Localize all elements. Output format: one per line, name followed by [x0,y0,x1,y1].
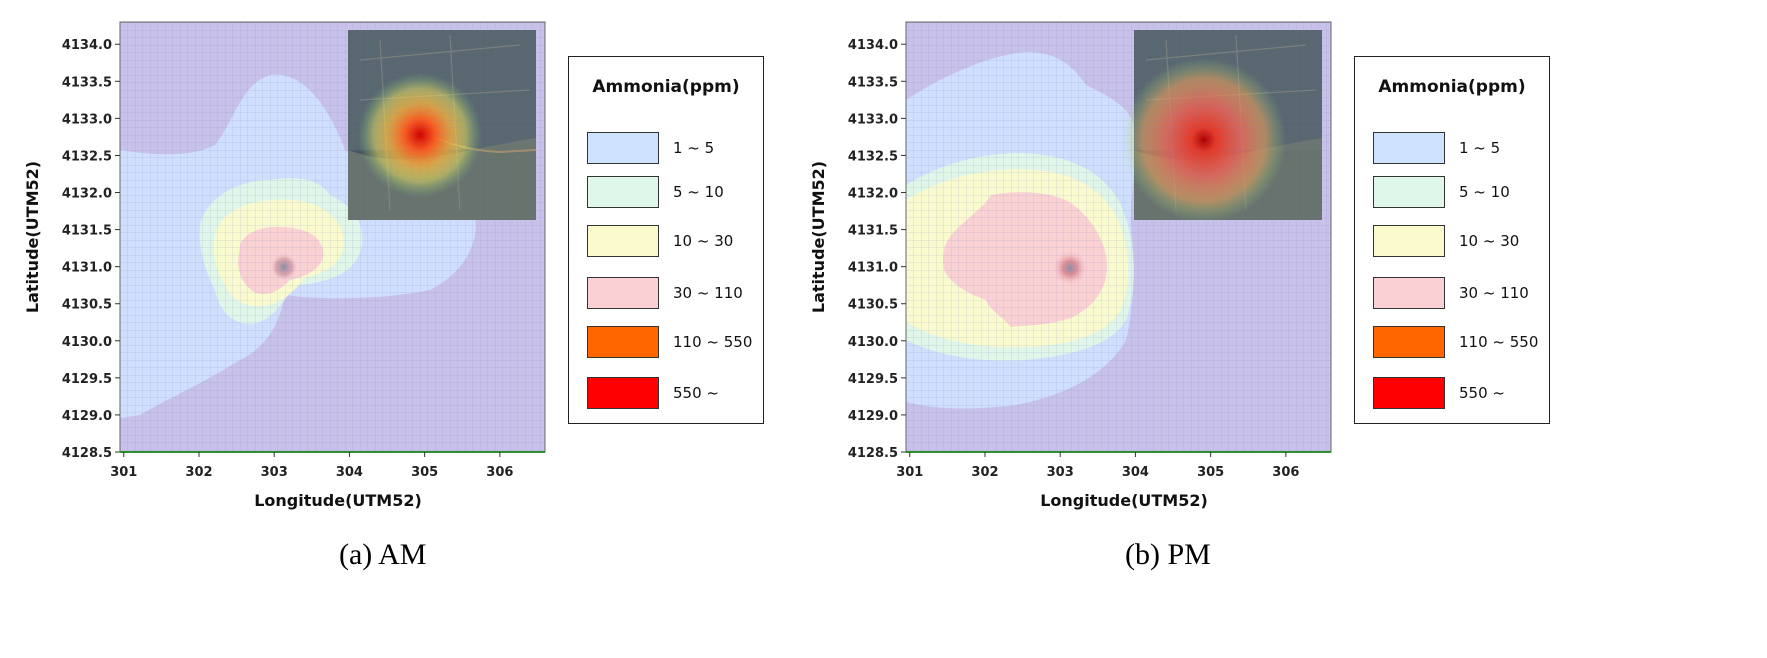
x-tick-label: 304 [1122,465,1149,480]
x-axis-label: Longitude(UTM52) [254,491,422,510]
legend-label: 110 ~ 550 [1459,333,1539,351]
legend-item: 110 ~ 550 [1355,326,1549,360]
y-tick-label: 4133.5 [62,75,112,90]
x-tick-label: 302 [185,465,212,480]
legend-label: 30 ~ 110 [673,284,743,302]
x-axis-label: Longitude(UTM52) [1040,491,1208,510]
axes: 4128.5 4129.0 4129.5 4130.0 4130.5 4131.0 4131… [848,38,1300,480]
y-tick-label: 4129.0 [848,409,898,424]
legend-swatch [587,176,659,208]
y-tick-label: 4130.0 [62,335,112,350]
legend-swatch [1373,132,1445,164]
legend-swatch [587,132,659,164]
y-tick-label: 4132.5 [848,149,898,164]
y-tick-label: 4133.0 [62,112,112,127]
y-tick-label: 4131.5 [62,224,112,239]
legend-label: 1 ~ 5 [673,139,715,157]
legend: Ammonia(ppm) 1 ~ 5 5 ~ 10 10 ~ 30 30 ~ 1… [1354,56,1550,424]
x-tick-label: 306 [486,465,513,480]
legend-label: 550 ~ [1459,384,1505,402]
y-tick-label: 4133.0 [848,112,898,127]
legend-item: 10 ~ 30 [1355,225,1549,259]
x-tick-label: 301 [896,465,923,480]
y-tick-label: 4128.5 [62,446,112,461]
axes: 4128.5 4129.0 4129.5 4130.0 4130.5 4131.0 4131… [62,38,514,480]
y-tick-label: 4130.5 [848,298,898,313]
legend-label: 5 ~ 10 [673,183,724,201]
legend-label: 10 ~ 30 [673,232,734,250]
legend-label: 550 ~ [673,384,719,402]
legend-swatch [587,277,659,309]
satellite-inset [348,30,537,220]
satellite-inset [1122,30,1322,222]
heatmap-chart-pm: 4128.5 4129.0 4129.5 4130.0 4130.5 4131.0 4131… [809,21,1332,510]
legend-item: 30 ~ 110 [569,277,763,311]
x-tick-label: 304 [336,465,363,480]
y-tick-label: 4131.5 [848,224,898,239]
x-tick-label: 303 [261,465,288,480]
x-tick-label: 305 [1197,465,1224,480]
legend-item: 1 ~ 5 [569,132,763,166]
x-tick-label: 306 [1272,465,1299,480]
legend-item: 550 ~ [569,377,763,411]
legend-item: 5 ~ 10 [569,176,763,210]
y-axis-label: Latitude(UTM52) [809,161,828,313]
legend-swatch [1373,377,1445,409]
legend-title: Ammonia(ppm) [1378,77,1526,97]
legend-title: Ammonia(ppm) [592,77,740,97]
x-tick-label: 303 [1047,465,1074,480]
y-tick-label: 4132.0 [62,187,112,202]
y-tick-label: 4128.5 [848,446,898,461]
panel-caption: (a) AM [339,538,427,571]
legend-swatch [587,225,659,257]
legend-label: 5 ~ 10 [1459,183,1510,201]
legend-swatch [587,377,659,409]
legend-swatch [587,326,659,358]
x-tick-label: 301 [110,465,137,480]
y-tick-label: 4131.0 [848,261,898,276]
heatmap-chart-am: 4128.5 4129.0 4129.5 4130.0 4130.5 4131.0 4131… [23,21,546,510]
y-tick-label: 4134.0 [848,38,898,53]
panel-pm: 4128.5 4129.0 4129.5 4130.0 4130.5 4131.0 4131… [786,0,1669,658]
legend-label: 1 ~ 5 [1459,139,1501,157]
x-tick-label: 302 [971,465,998,480]
legend-item: 5 ~ 10 [1355,176,1549,210]
legend-label: 10 ~ 30 [1459,232,1520,250]
legend-swatch [1373,176,1445,208]
legend-swatch [1373,326,1445,358]
legend-item: 10 ~ 30 [569,225,763,259]
legend-swatch [1373,277,1445,309]
y-tick-label: 4134.0 [62,38,112,53]
y-tick-label: 4130.5 [62,298,112,313]
panel-caption: (b) PM [1125,538,1211,571]
x-tick-label: 305 [411,465,438,480]
y-tick-label: 4132.0 [848,187,898,202]
legend-label: 110 ~ 550 [673,333,753,351]
y-tick-label: 4129.5 [62,372,112,387]
y-tick-label: 4129.0 [62,409,112,424]
y-tick-label: 4130.0 [848,335,898,350]
y-axis-label: Latitude(UTM52) [23,161,42,313]
legend-swatch [1373,225,1445,257]
legend: Ammonia(ppm) 1 ~ 5 5 ~ 10 10 ~ 30 30 ~ 1… [568,56,764,424]
legend-item: 110 ~ 550 [569,326,763,360]
legend-item: 1 ~ 5 [1355,132,1549,166]
y-tick-label: 4131.0 [62,261,112,276]
panel-am: 4128.5 4129.0 4129.5 4130.0 4130.5 4131.0 4131… [0,0,883,658]
legend-label: 30 ~ 110 [1459,284,1529,302]
y-tick-label: 4132.5 [62,149,112,164]
y-tick-label: 4129.5 [848,372,898,387]
legend-item: 30 ~ 110 [1355,277,1549,311]
y-tick-label: 4133.5 [848,75,898,90]
legend-item: 550 ~ [1355,377,1549,411]
